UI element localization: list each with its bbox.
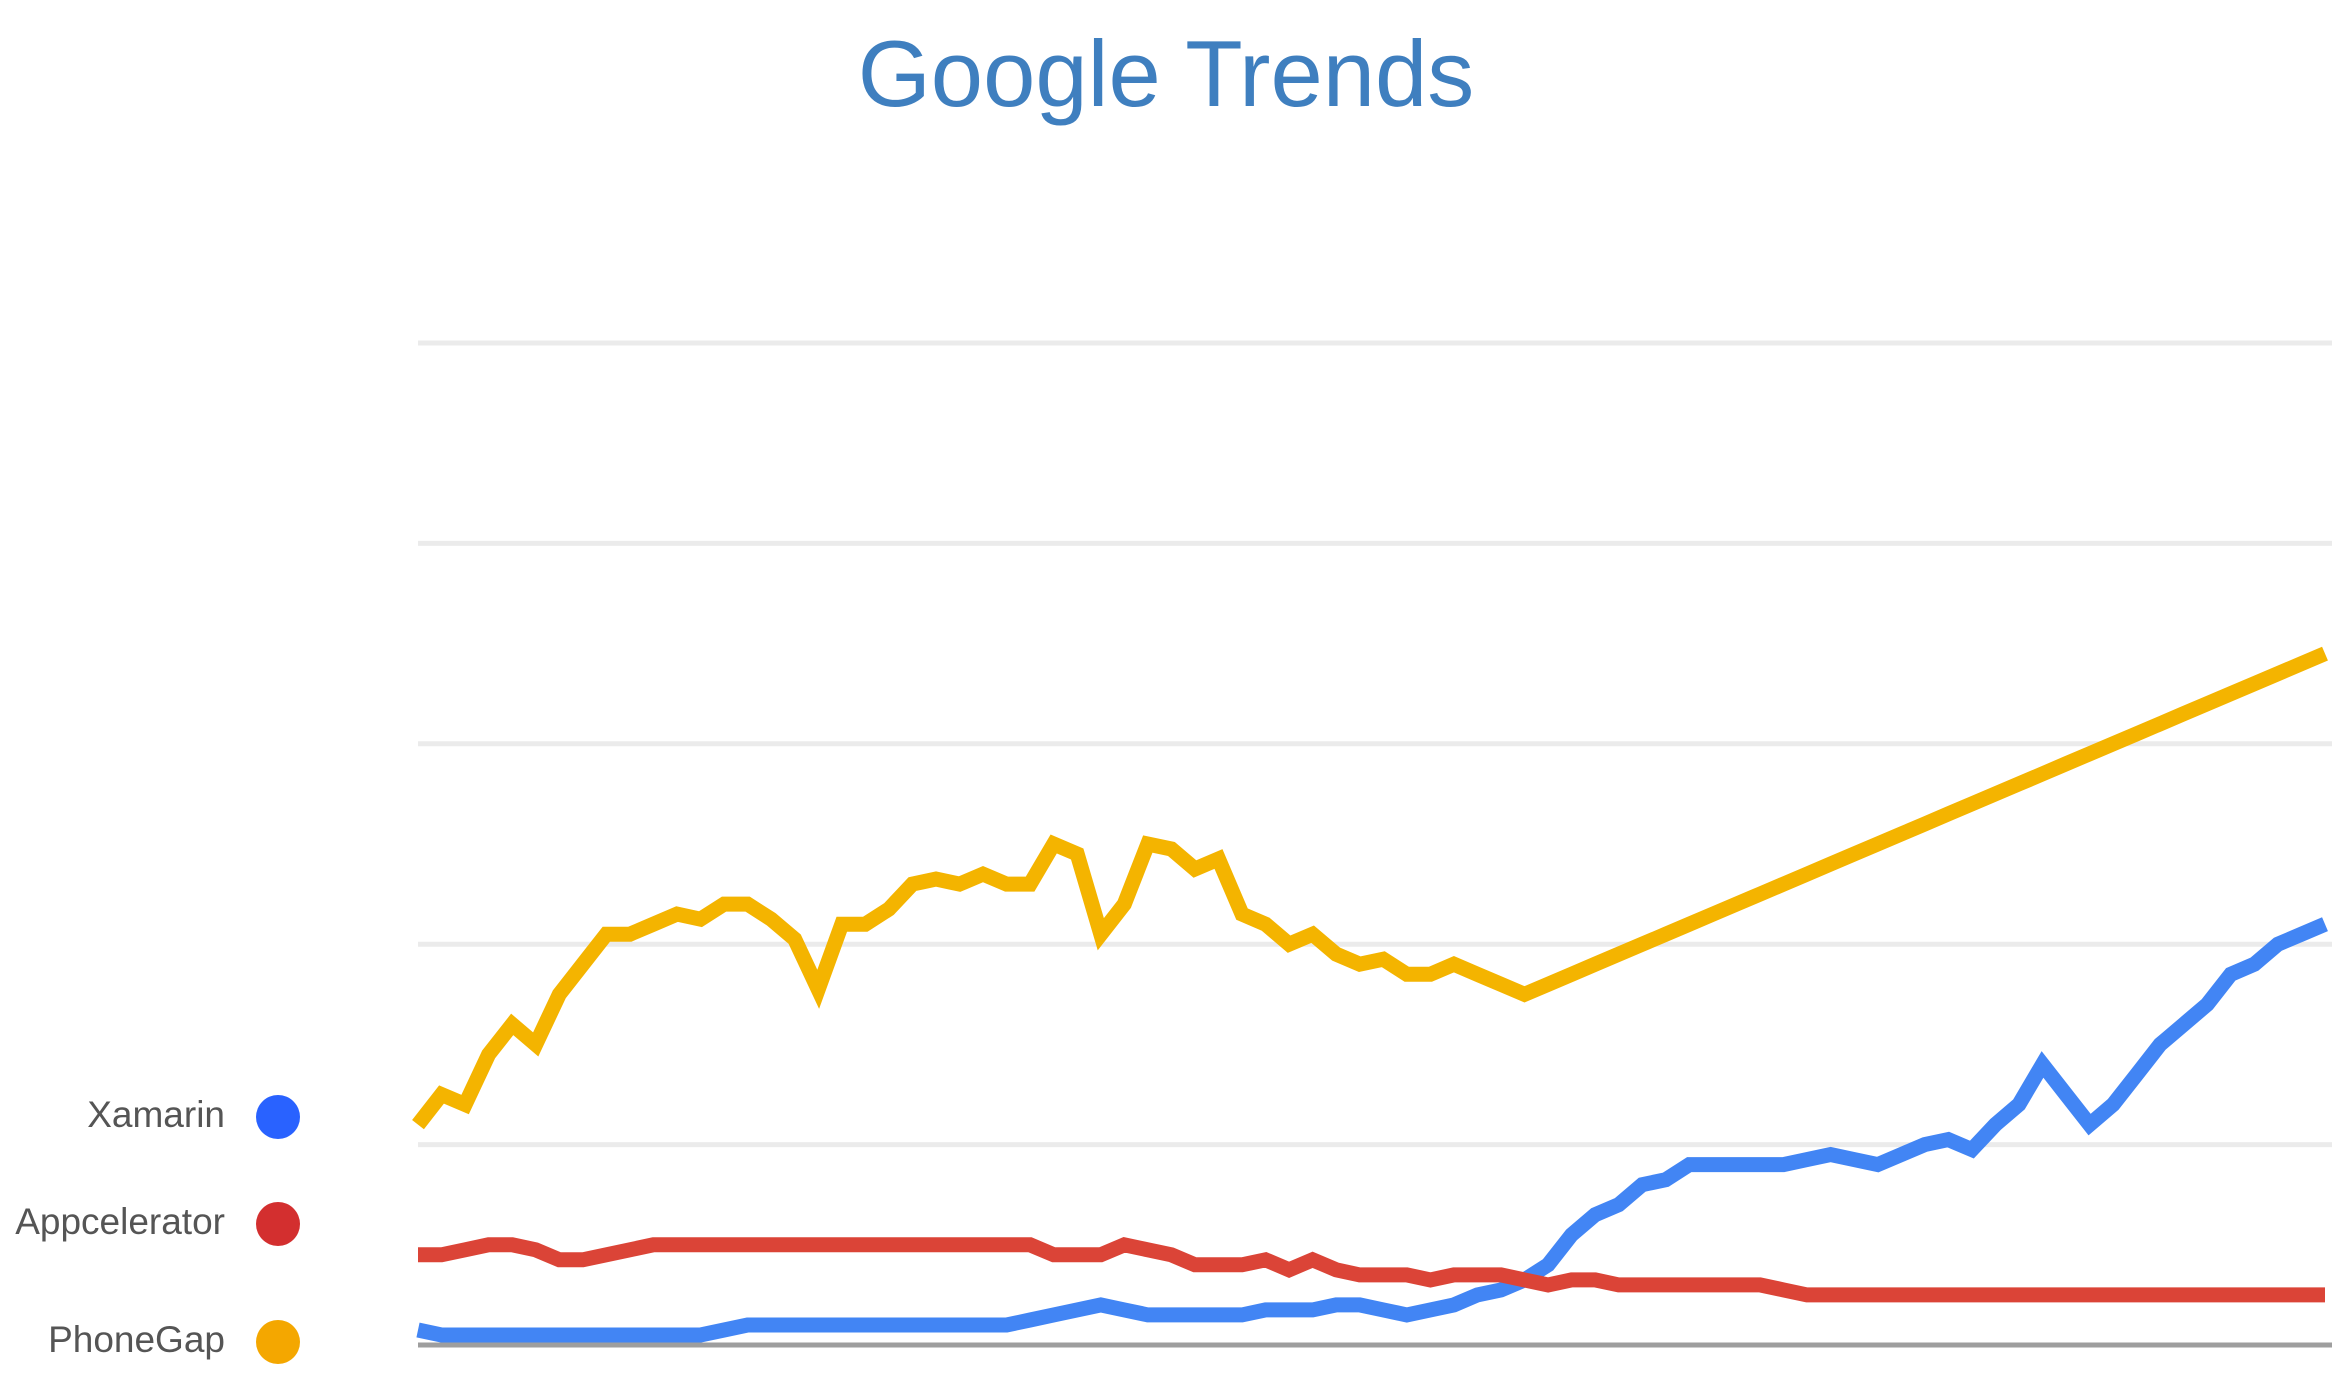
legend-dot-icon: [256, 1095, 300, 1139]
legend-label: PhoneGap: [48, 1310, 225, 1370]
legend-item-appcelerator: Appcelerator: [0, 1192, 300, 1252]
legend-item-xamarin: Xamarin: [0, 1085, 300, 1145]
series-line-appcelerator: [418, 1245, 2325, 1295]
legend-item-phonegap: PhoneGap: [0, 1310, 300, 1370]
grid-lines: [418, 343, 2332, 1145]
series-line-phonegap: [418, 654, 2325, 1125]
series-lines: [418, 654, 2325, 1335]
legend-dot-icon: [256, 1202, 300, 1246]
legend-label: Appcelerator: [15, 1192, 225, 1252]
legend-dot-icon: [256, 1320, 300, 1364]
legend-label: Xamarin: [87, 1085, 225, 1145]
